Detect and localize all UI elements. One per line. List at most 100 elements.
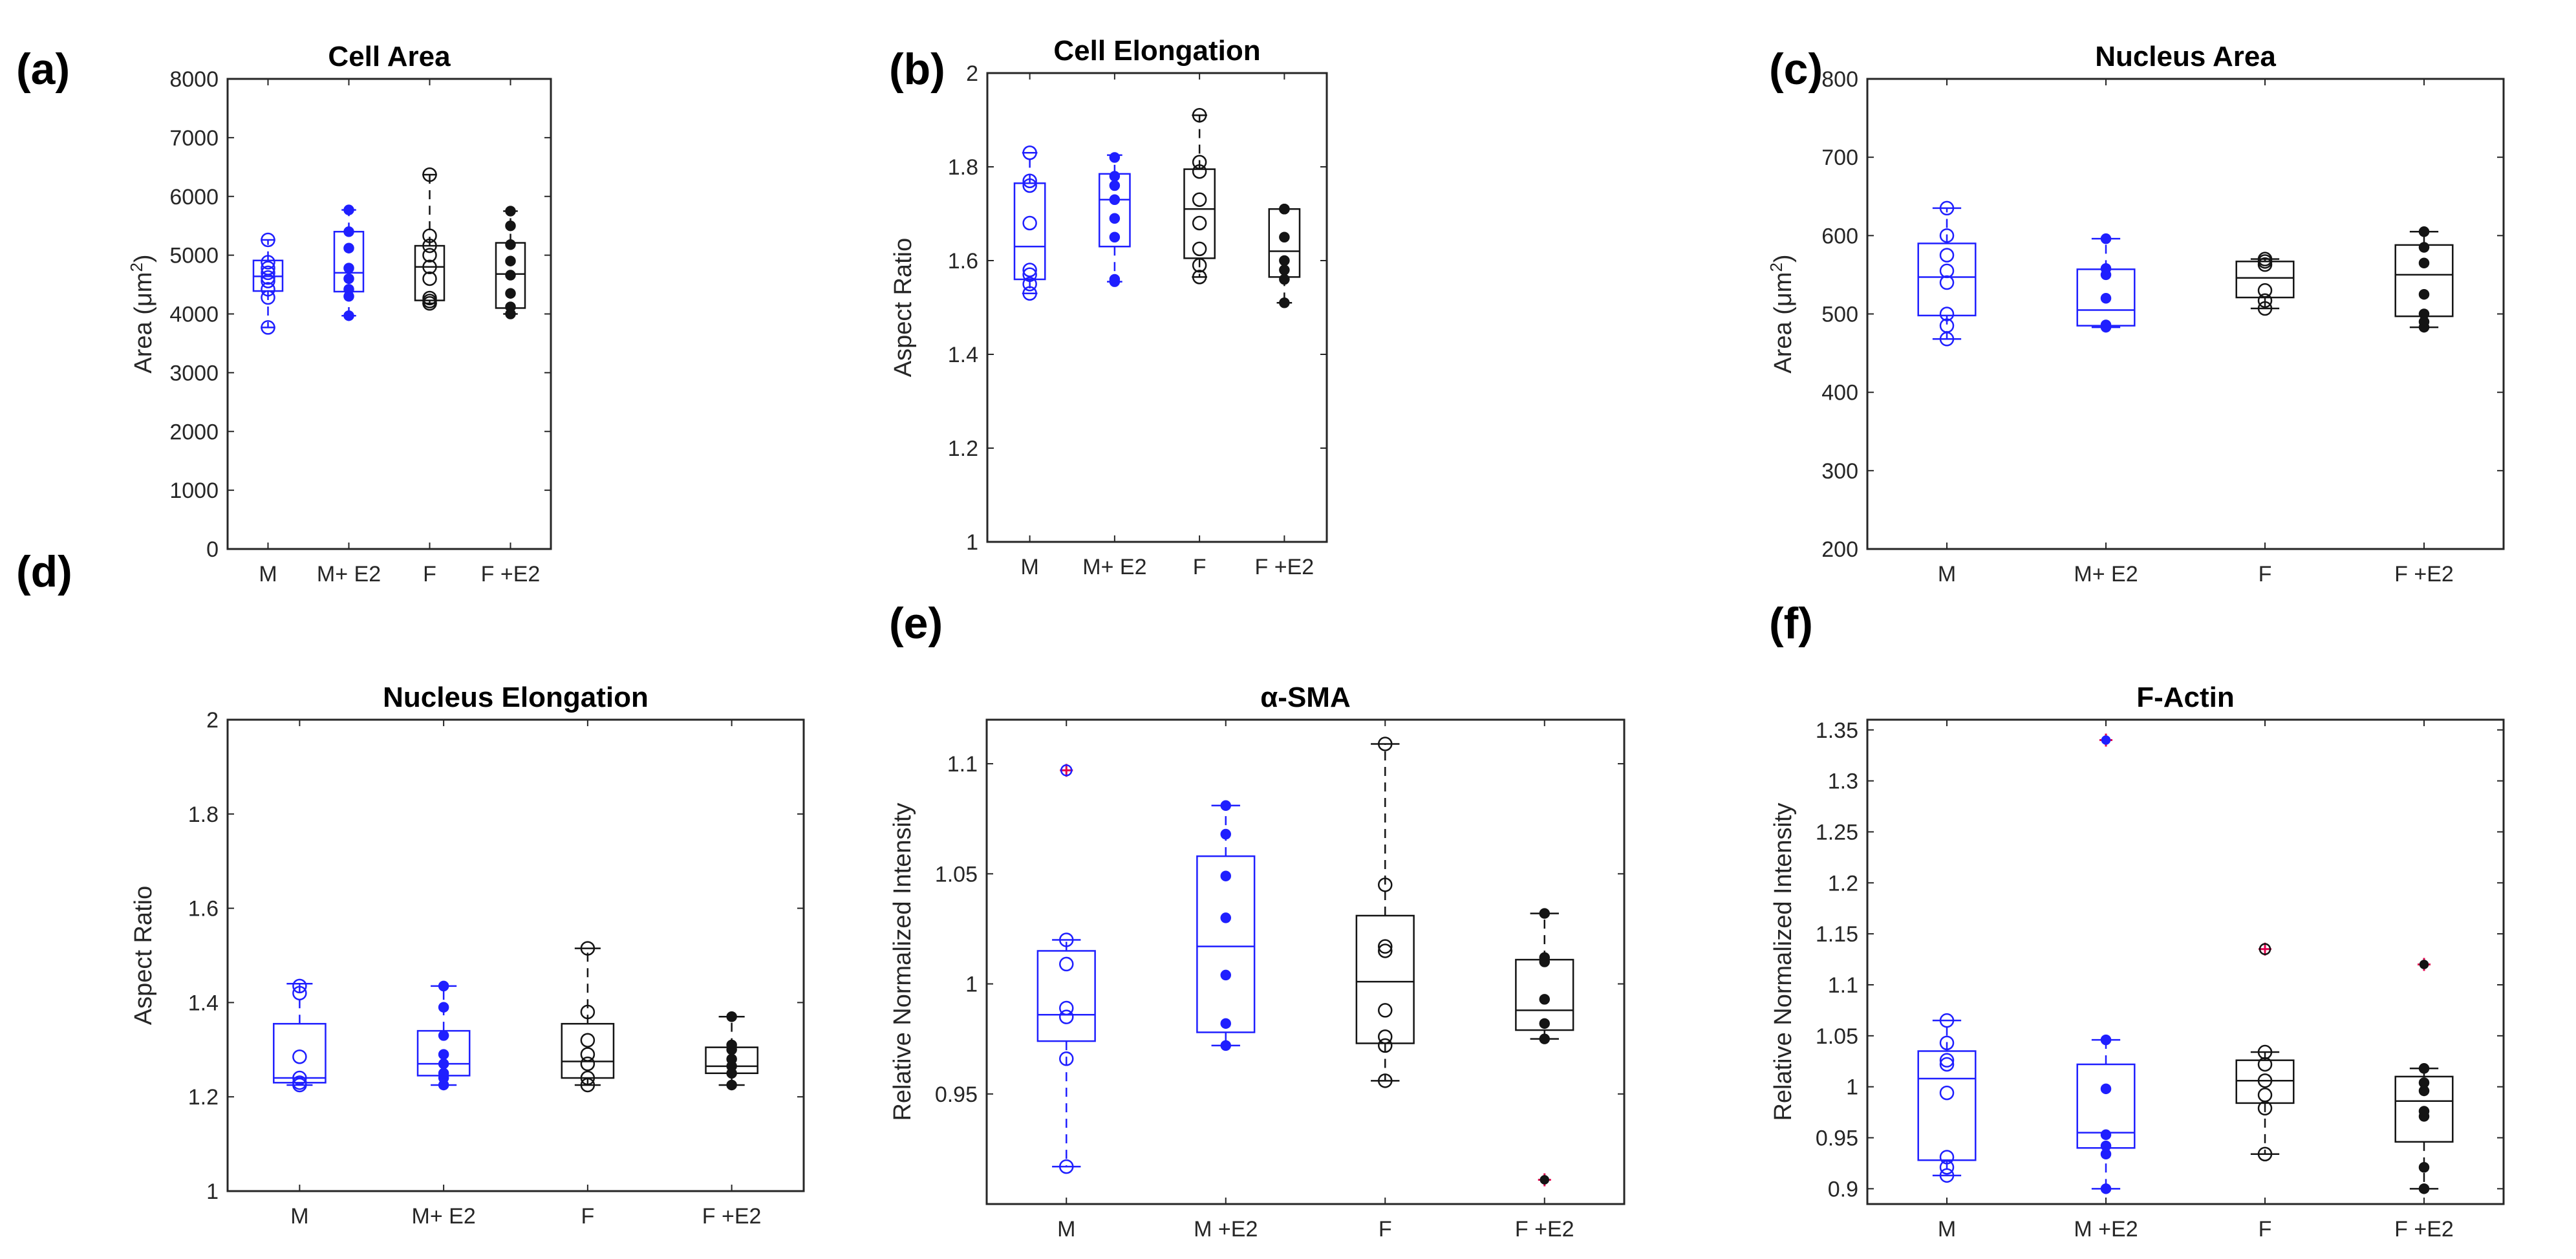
box-iqr bbox=[1196, 855, 1256, 1033]
y-tick-label: 400 bbox=[1821, 381, 1858, 405]
data-point bbox=[292, 985, 307, 1001]
panel-d: (d) Nucleus Elongation 1 1.2 1.4 1.6 1.8 2 Aspec… bbox=[16, 547, 805, 1229]
data-point bbox=[2418, 1077, 2430, 1088]
data-point bbox=[1192, 155, 1207, 169]
y-tick-label: 800 bbox=[1821, 67, 1858, 92]
chart-title: Cell Area bbox=[328, 41, 451, 72]
box-iqr bbox=[2394, 244, 2454, 317]
x-tick-label: M bbox=[290, 1204, 308, 1229]
data-point bbox=[580, 1047, 596, 1062]
x-tick-label: F +E2 bbox=[1515, 1217, 1574, 1242]
y-tick-label: 0 bbox=[206, 537, 219, 562]
data-point bbox=[1378, 737, 1393, 751]
y-tick-label: 1.05 bbox=[1816, 1024, 1858, 1049]
data-point bbox=[1279, 255, 1290, 266]
data-point bbox=[1939, 200, 1955, 216]
data-point bbox=[292, 978, 307, 994]
data-point bbox=[2257, 1044, 2273, 1060]
data-point bbox=[438, 1030, 449, 1041]
box-iqr bbox=[1917, 242, 1977, 317]
data-point bbox=[292, 1075, 307, 1090]
y-tick-label: 1.35 bbox=[1816, 718, 1858, 743]
data-point bbox=[2100, 1129, 2112, 1141]
data-point bbox=[1939, 263, 1955, 279]
y-tick-label: 1000 bbox=[169, 479, 219, 503]
data-point bbox=[2418, 242, 2430, 253]
data-point bbox=[1378, 1038, 1393, 1053]
box-iqr bbox=[273, 1022, 327, 1084]
data-point bbox=[2100, 1083, 2112, 1095]
data-point bbox=[1378, 1029, 1393, 1044]
box-group-0 bbox=[252, 232, 284, 335]
panel-label: (f) bbox=[1769, 599, 1813, 648]
data-point bbox=[1059, 1159, 1074, 1174]
box-group-3 bbox=[1268, 204, 1301, 308]
data-point bbox=[261, 290, 275, 305]
x-tick-label: M bbox=[1938, 562, 1956, 586]
x-tick-label: M+ E2 bbox=[412, 1204, 476, 1229]
y-axis-label: Area (μm2) bbox=[1766, 254, 1797, 373]
axes-box bbox=[226, 78, 552, 550]
box-iqr bbox=[2235, 261, 2295, 299]
data-point bbox=[1022, 277, 1037, 292]
data-point bbox=[1539, 908, 1550, 919]
y-tick-label: 1.8 bbox=[948, 155, 978, 180]
axes-box bbox=[1866, 78, 2505, 550]
y-axis-label: Relative Normalized Intensity bbox=[1770, 802, 1797, 1121]
data-point bbox=[1022, 263, 1037, 277]
chart-title: Nucleus Area bbox=[2095, 41, 2276, 72]
data-point bbox=[1220, 828, 1231, 840]
chart-title: Cell Elongation bbox=[1053, 35, 1260, 67]
data-point bbox=[1192, 241, 1207, 257]
data-point bbox=[1939, 1085, 1955, 1101]
data-point bbox=[1279, 274, 1290, 285]
y-tick-label: 2 bbox=[966, 61, 978, 86]
data-point bbox=[1220, 969, 1231, 981]
box-group-3 bbox=[2394, 958, 2454, 1194]
y-axis-label: Aspect Ratio bbox=[890, 238, 917, 377]
box-group-3 bbox=[705, 1011, 758, 1091]
data-point bbox=[2100, 319, 2112, 330]
data-point bbox=[2418, 308, 2430, 319]
outlier-point bbox=[2419, 960, 2429, 969]
data-point bbox=[1220, 1040, 1231, 1051]
data-point bbox=[1939, 1057, 1955, 1072]
y-tick-label: 2 bbox=[206, 708, 219, 733]
box-group-0 bbox=[1917, 1013, 1977, 1183]
x-tick-label: M+ E2 bbox=[317, 562, 381, 586]
y-tick-label: 1.8 bbox=[188, 802, 219, 827]
panel-e: (e) α-SMA 0.95 1 1.05 1.1 Relative Normalized … bbox=[889, 599, 1626, 1242]
data-point bbox=[1220, 912, 1231, 923]
y-tick-label: 4000 bbox=[169, 303, 219, 327]
y-tick-label: 0.9 bbox=[1828, 1177, 1858, 1201]
data-point bbox=[422, 167, 437, 182]
y-tick-label: 1.2 bbox=[948, 436, 978, 461]
data-point bbox=[1192, 270, 1207, 285]
axes-box bbox=[985, 718, 1626, 1205]
y-tick-label: 1 bbox=[1846, 1075, 1858, 1100]
y-tick-label: 1 bbox=[206, 1179, 219, 1204]
data-point bbox=[726, 1011, 737, 1022]
data-point bbox=[2418, 1161, 2430, 1173]
data-point bbox=[1279, 231, 1290, 242]
data-point bbox=[580, 1070, 596, 1086]
y-tick-label: 1.3 bbox=[1828, 769, 1858, 794]
data-point bbox=[1939, 1035, 1955, 1051]
box-group-1 bbox=[1196, 800, 1256, 1051]
y-tick-label: 6000 bbox=[169, 185, 219, 210]
data-point bbox=[505, 255, 516, 266]
y-tick-label: 300 bbox=[1821, 459, 1858, 484]
data-point bbox=[580, 1056, 596, 1071]
data-point bbox=[1939, 1159, 1955, 1175]
data-point bbox=[1059, 1009, 1074, 1024]
panel-label: (e) bbox=[889, 599, 943, 648]
x-tick-label: F +E2 bbox=[702, 1204, 762, 1229]
x-tick-label: F bbox=[1193, 555, 1207, 579]
data-point bbox=[422, 248, 437, 263]
data-point bbox=[1109, 152, 1121, 163]
data-point bbox=[1109, 194, 1121, 205]
data-point bbox=[505, 220, 516, 231]
data-point bbox=[1279, 264, 1290, 275]
data-point bbox=[261, 261, 275, 275]
